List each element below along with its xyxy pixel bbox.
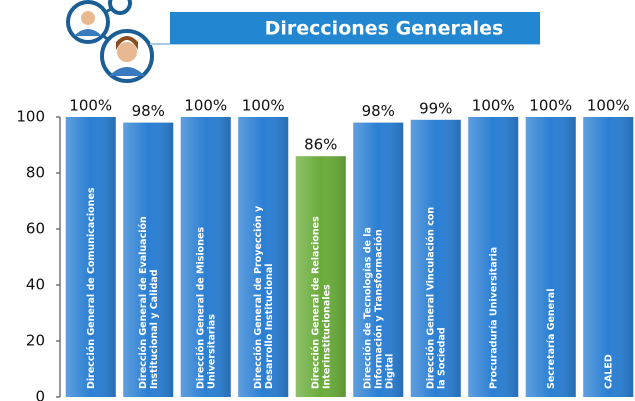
y-tick-label: 0 xyxy=(35,388,45,401)
value-label: 86% xyxy=(304,136,337,154)
value-label: 100% xyxy=(529,97,572,115)
y-tick-label: 40 xyxy=(26,276,45,294)
value-label: 98% xyxy=(362,102,395,120)
category-label: Dirección General de Comunicaciones xyxy=(85,187,96,389)
chart: Direcciones Generales 0 20 40 60 80 100 100% Di… xyxy=(0,0,635,401)
category-label: CALED xyxy=(603,354,614,389)
y-tick-label: 80 xyxy=(26,164,45,182)
chart-title: Direcciones Generales xyxy=(265,18,504,40)
value-label: 100% xyxy=(472,97,515,115)
page: {"chart_data": {"type": "bar", "title": … xyxy=(0,0,635,401)
category-label: Procuraduría Universitaria xyxy=(488,247,499,389)
y-tick-label: 100 xyxy=(16,108,45,126)
value-label: 100% xyxy=(242,97,285,115)
y-tick-label: 20 xyxy=(26,332,45,350)
header-icon xyxy=(68,0,152,81)
value-label: 100% xyxy=(587,97,630,115)
value-label: 98% xyxy=(132,102,165,120)
value-label: 100% xyxy=(184,97,227,115)
y-tick-label: 60 xyxy=(26,220,45,238)
value-label: 100% xyxy=(69,97,112,115)
category-label: Secretaría General xyxy=(545,289,556,389)
value-label: 99% xyxy=(419,99,452,117)
